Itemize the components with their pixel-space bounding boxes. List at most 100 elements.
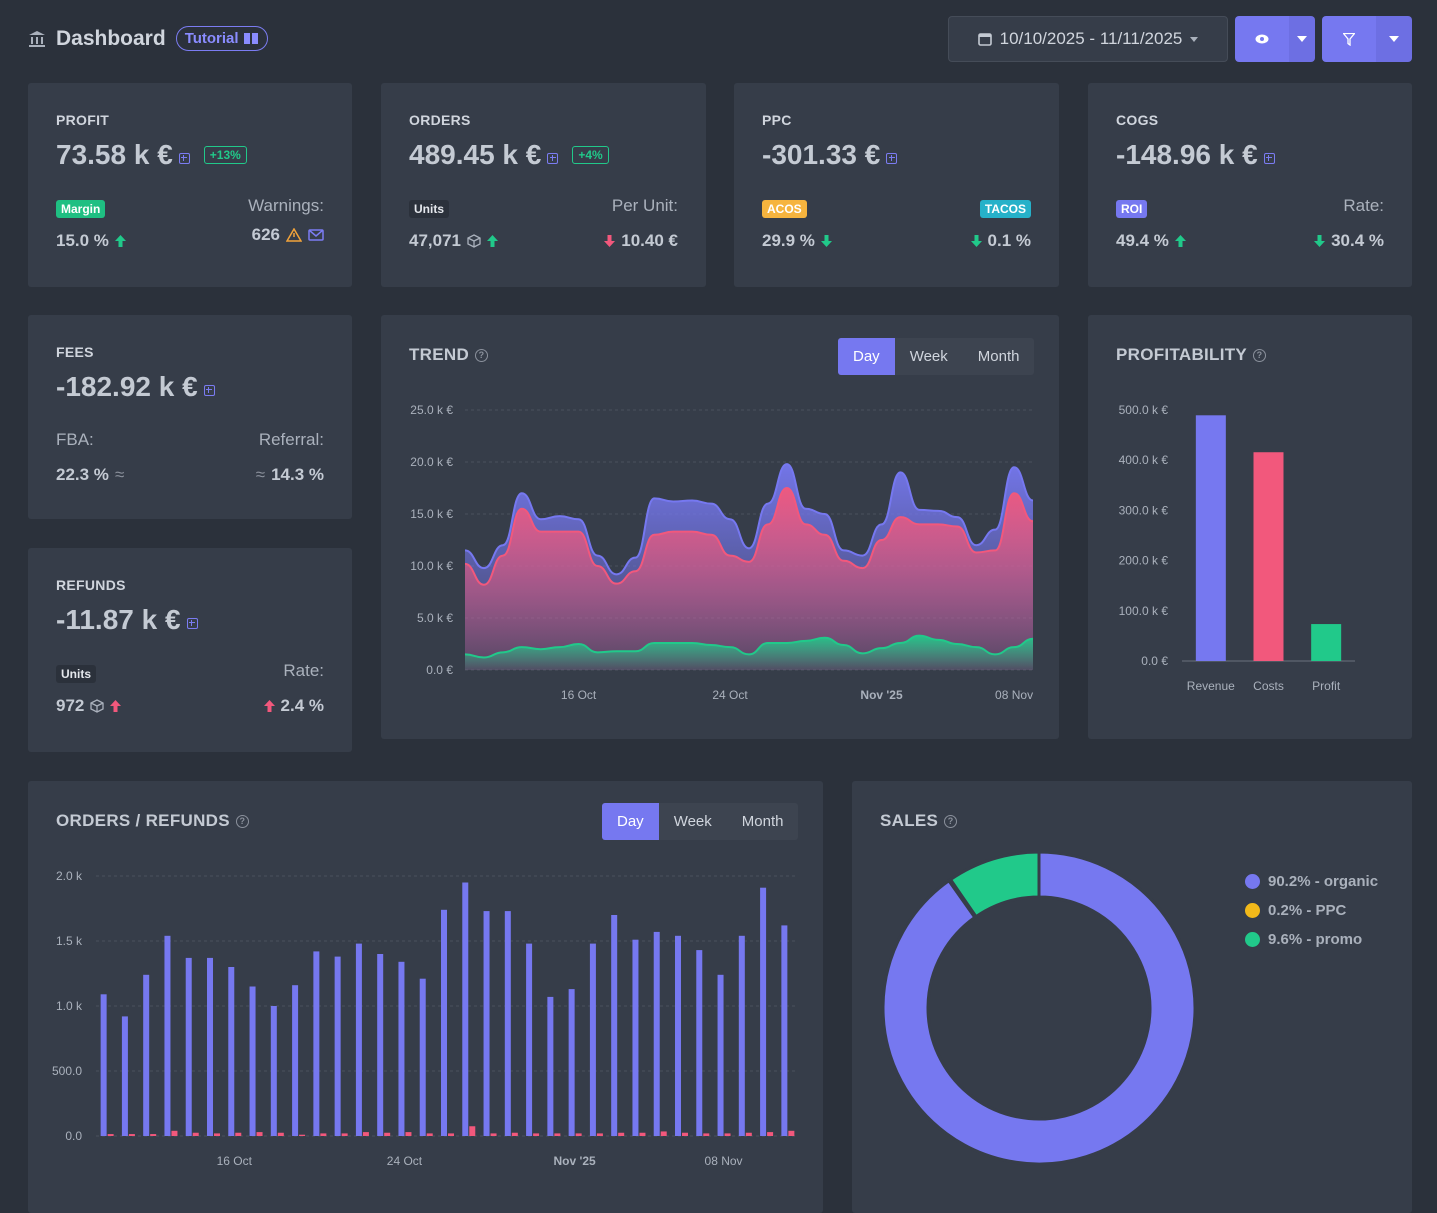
y-tick-label: 25.0 k € [410, 403, 453, 417]
order-bar [228, 967, 235, 1136]
expand-icon[interactable] [547, 152, 559, 164]
orders-period-week[interactable]: Week [673, 813, 712, 830]
series-area [465, 488, 1033, 670]
refund-bar [320, 1133, 327, 1136]
orders-period-day[interactable]: Day [602, 803, 659, 840]
profitability-title: PROFITABILITY [1116, 345, 1248, 364]
trend-card: TREND ? Day Week Month 25.0 k € 20.0 k € 1… [381, 315, 1059, 739]
order-bar [611, 915, 618, 1136]
view-dropdown-toggle[interactable] [1289, 16, 1315, 62]
fba-label: FBA: [56, 430, 94, 449]
refund-bar [192, 1132, 199, 1136]
per-unit-label: Per Unit: [611, 196, 678, 215]
order-bar [121, 1016, 128, 1136]
date-range-picker[interactable]: 10/10/2025 - 11/11/2025 [948, 16, 1228, 62]
help-icon[interactable]: ? [235, 814, 249, 828]
legend-dot [1245, 874, 1260, 889]
refund-bar [299, 1134, 306, 1136]
legend-label: 0.2% - PPC [1268, 902, 1347, 919]
refund-units-tag: Units [56, 665, 96, 683]
warning-icon[interactable] [286, 228, 302, 242]
arrow-down-icon [970, 235, 982, 247]
order-bar [568, 989, 575, 1136]
refund-bar [639, 1132, 646, 1136]
rate-label: Rate: [1343, 196, 1384, 215]
referral-row: ≈ 14.3 % [256, 465, 324, 485]
profitability-chart: 500.0 k € 400.0 k € 300.0 k € 200.0 k € 100.… [1119, 403, 1355, 693]
orders-value: 489.45 k € [409, 139, 542, 170]
page-header: Dashboard Tutorial [28, 26, 268, 51]
expand-icon[interactable] [886, 152, 898, 164]
donut-slice [948, 850, 1041, 919]
refund-bar [724, 1133, 731, 1136]
cogs-value: -148.96 k € [1116, 139, 1258, 170]
refund-bar [575, 1133, 582, 1136]
refund-bar [554, 1133, 561, 1136]
arrow-down-icon [1314, 235, 1326, 247]
refund-bar [214, 1133, 220, 1136]
cogs-card: COGS -148.96 k € ROI Rate: 49.4 % 30.4 % [1088, 83, 1412, 287]
y-tick-label: 500.0 k € [1119, 403, 1169, 417]
x-tick-label: Profit [1312, 679, 1341, 693]
filter-icon [1343, 32, 1355, 46]
ppc-card: PPC -301.33 € ACOS TACOS 29.9 % 0.1 % [734, 83, 1059, 287]
order-bar [526, 943, 533, 1136]
refund-bar [107, 1134, 114, 1136]
legend-item-promo[interactable]: 9.6% - promo [1245, 931, 1378, 948]
expand-icon[interactable] [1263, 152, 1275, 164]
legend-label: 9.6% - promo [1268, 931, 1363, 948]
refund-bar [235, 1132, 242, 1136]
arrow-down-icon [820, 235, 832, 247]
y-tick-label: 400.0 k € [1119, 453, 1169, 467]
refunds-value-row: -11.87 k € [56, 604, 198, 636]
trend-period-day[interactable]: Day [838, 338, 895, 375]
y-tick-label: 0.0 € [426, 663, 453, 677]
help-icon[interactable]: ? [475, 348, 489, 362]
tutorial-button[interactable]: Tutorial [175, 26, 268, 51]
expand-icon[interactable] [178, 152, 190, 164]
sales-legend: 90.2% - organic 0.2% - PPC 9.6% - promo [1245, 873, 1378, 960]
legend-dot [1245, 932, 1260, 947]
tacos-value: 0.1 % [987, 231, 1031, 250]
warnings-value: 626 [251, 225, 280, 244]
trend-period-week[interactable]: Week [909, 348, 948, 365]
expand-icon[interactable] [186, 617, 198, 629]
bar [1253, 452, 1284, 661]
ppc-value-row: -301.33 € [762, 139, 898, 171]
refund-bar [788, 1130, 795, 1136]
help-icon[interactable]: ? [1253, 348, 1267, 362]
units-tag: Units [409, 200, 449, 218]
sales-title: SALES [880, 811, 939, 830]
filter-button[interactable] [1322, 16, 1376, 62]
mail-icon[interactable] [308, 229, 324, 241]
legend-item-ppc[interactable]: 0.2% - PPC [1245, 902, 1378, 919]
approx-icon: ≈ [114, 465, 125, 484]
x-tick-label: Nov '25 [554, 1154, 597, 1168]
legend-label: 90.2% - organic [1268, 873, 1379, 890]
profitability-title-row: PROFITABILITY ? [1116, 345, 1267, 365]
x-tick-label: 08 Nov [705, 1154, 743, 1168]
view-button[interactable] [1235, 16, 1289, 62]
arrow-up-icon [487, 235, 498, 247]
sales-donut-chart [881, 850, 1197, 1166]
orders-change-badge: +4% [572, 146, 609, 164]
expand-icon[interactable] [203, 384, 215, 396]
trend-period-month[interactable]: Month [977, 348, 1020, 365]
y-tick-label: 1.5 k [56, 934, 83, 948]
roi-tag: ROI [1116, 200, 1148, 218]
y-tick-label: 0.0 [65, 1129, 82, 1143]
order-bar [462, 882, 469, 1136]
order-bar [313, 951, 320, 1136]
acos-row: 29.9 % [762, 231, 832, 251]
view-button-group [1235, 16, 1315, 62]
y-tick-label: 1.0 k [56, 999, 83, 1013]
help-icon[interactable]: ? [944, 814, 958, 828]
orders-period-month[interactable]: Month [741, 813, 784, 830]
filter-dropdown-toggle[interactable] [1376, 16, 1412, 62]
legend-item-organic[interactable]: 90.2% - organic [1245, 873, 1378, 890]
order-bar [292, 985, 299, 1136]
orders-refunds-title-row: ORDERS / REFUNDS ? [56, 811, 249, 831]
warnings-row: 626 [252, 225, 324, 245]
x-tick-label: Nov '25 [860, 688, 903, 702]
eye-icon [1255, 34, 1269, 44]
